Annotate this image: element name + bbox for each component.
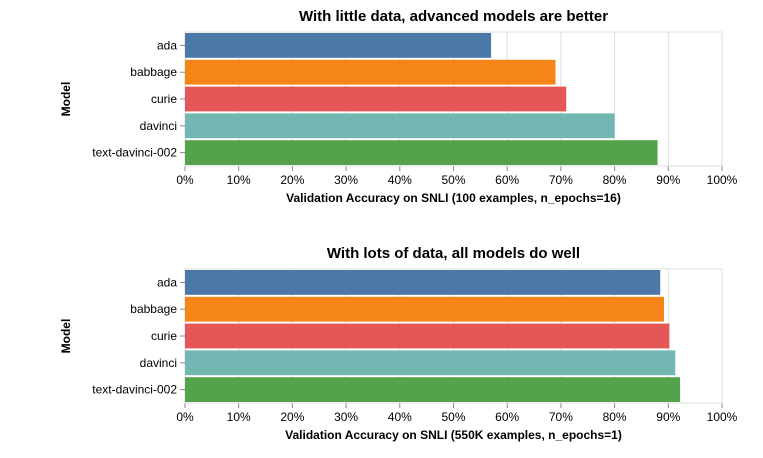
x-tick-label: 20% (280, 173, 304, 187)
bar-ada (185, 270, 661, 295)
chart-panel-1: With little data, advanced models are be… (59, 8, 738, 205)
x-tick-label: 60% (495, 410, 519, 424)
x-tick-label: 80% (603, 173, 627, 187)
x-tick-label: 50% (441, 410, 465, 424)
x-tick-label: 70% (549, 173, 573, 187)
bar-babbage (185, 296, 665, 322)
x-tick-label: 40% (388, 410, 412, 424)
chart-title: With little data, advanced models are be… (299, 8, 608, 25)
y-tick-label: babbage (130, 65, 177, 79)
y-tick-label: davinci (140, 119, 177, 133)
y-tick-label: curie (151, 329, 177, 343)
x-tick-label: 10% (227, 410, 251, 424)
x-tick-label: 50% (441, 173, 465, 187)
chart-panel-2: With lots of data, all models do well 0% 1… (59, 245, 738, 442)
x-tick-label: 70% (549, 410, 573, 424)
x-tick-label: 80% (603, 410, 627, 424)
y-tick-label: davinci (140, 356, 177, 370)
x-tick-label: 90% (656, 410, 680, 424)
x-tick-label: 30% (334, 173, 358, 187)
y-tick-label: text-davinci-002 (92, 383, 177, 397)
x-tick-label: 40% (388, 173, 412, 187)
bar-text-davinci-002 (185, 140, 658, 165)
x-tick-label: 60% (495, 173, 519, 187)
y-tick-label: text-davinci-002 (92, 146, 177, 160)
x-tick-label: 100% (707, 410, 738, 424)
bar-davinci (185, 113, 615, 139)
x-tick-label: 0% (176, 410, 194, 424)
bar-curie (185, 323, 670, 349)
x-tick-label: 100% (707, 173, 738, 187)
x-tick-label: 0% (176, 173, 194, 187)
bar-text-davinci-002 (185, 377, 681, 402)
y-tick-label: curie (151, 92, 177, 106)
y-tick-label: ada (157, 275, 177, 289)
bar-babbage (185, 59, 556, 85)
x-tick-label: 90% (656, 173, 680, 187)
bar-davinci (185, 350, 676, 376)
bar-ada (185, 33, 492, 58)
x-axis-title: Validation Accuracy on SNLI (550K exampl… (285, 428, 622, 442)
x-axis-title: Validation Accuracy on SNLI (100 example… (286, 191, 621, 205)
y-axis-title: Model (59, 319, 73, 354)
x-tick-label: 30% (334, 410, 358, 424)
chart-title: With lots of data, all models do well (327, 245, 580, 262)
y-axis-title: Model (59, 82, 73, 117)
x-tick-label: 10% (227, 173, 251, 187)
x-tick-label: 20% (280, 410, 304, 424)
y-tick-label: babbage (130, 302, 177, 316)
y-tick-label: ada (157, 38, 177, 52)
bar-curie (185, 86, 567, 112)
